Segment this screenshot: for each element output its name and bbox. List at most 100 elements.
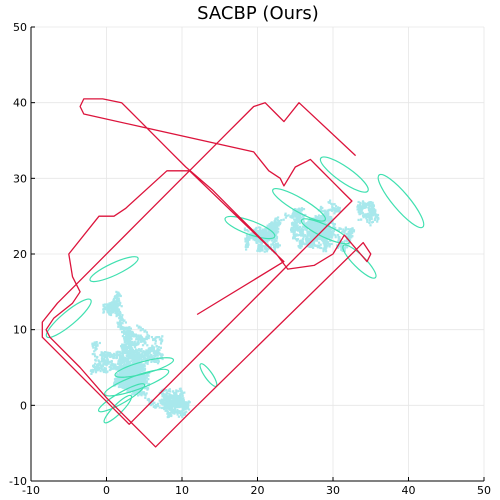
belief-particle (141, 354, 145, 357)
belief-particle (273, 224, 277, 227)
belief-particle (131, 379, 134, 382)
belief-particle (332, 225, 335, 228)
belief-particle (115, 357, 118, 360)
belief-particle (294, 210, 297, 213)
belief-particle (312, 226, 315, 229)
belief-particle (246, 244, 249, 247)
belief-particle (363, 204, 366, 207)
belief-particle (300, 240, 303, 243)
belief-particle (147, 383, 150, 386)
belief-particle (358, 211, 361, 214)
belief-particle (94, 362, 97, 365)
belief-particle (157, 360, 160, 363)
belief-particle (368, 221, 371, 225)
belief-particle (167, 398, 170, 401)
belief-particle (257, 243, 260, 246)
belief-particle (154, 340, 157, 343)
belief-particle (320, 215, 323, 218)
belief-particle (331, 231, 334, 234)
belief-particle (137, 339, 140, 343)
belief-particle (177, 415, 180, 418)
belief-particle (103, 355, 106, 358)
belief-particle (183, 403, 186, 407)
belief-particle (313, 244, 316, 247)
belief-particle (96, 367, 99, 370)
belief-particle (127, 378, 130, 381)
belief-particle (345, 232, 349, 235)
belief-particle (161, 357, 164, 361)
belief-particle (137, 394, 140, 397)
belief-particle (174, 406, 177, 409)
belief-particle (105, 364, 108, 367)
belief-particle (174, 391, 178, 395)
belief-particle (272, 243, 275, 246)
belief-particle (326, 227, 329, 230)
belief-particle (302, 208, 306, 211)
belief-particle (93, 344, 97, 347)
belief-particle (326, 241, 329, 244)
belief-particle (259, 243, 262, 246)
belief-particle (120, 385, 123, 388)
belief-particle (295, 212, 298, 215)
belief-particle (141, 344, 145, 347)
belief-particle (278, 244, 281, 247)
belief-particle (255, 241, 258, 244)
belief-particle (100, 368, 103, 371)
belief-particle (173, 409, 176, 412)
belief-particle (317, 223, 320, 226)
belief-particle (136, 361, 139, 364)
belief-particle (99, 354, 102, 357)
belief-particle (123, 372, 126, 375)
belief-particle (343, 231, 346, 234)
belief-particle (334, 226, 337, 229)
belief-particle (267, 233, 270, 236)
belief-particle (132, 354, 135, 357)
belief-particle (177, 395, 180, 398)
belief-particle (322, 210, 325, 213)
belief-particle (113, 305, 116, 308)
belief-particle (146, 336, 149, 339)
belief-particle (314, 222, 317, 225)
belief-particle (315, 225, 318, 228)
belief-particle (137, 352, 140, 356)
belief-particle (258, 228, 261, 232)
belief-particle (135, 363, 138, 366)
belief-particle (257, 239, 260, 242)
belief-particle (132, 387, 135, 391)
belief-particle (162, 396, 166, 399)
belief-particle (301, 218, 305, 221)
belief-particle (127, 362, 130, 366)
belief-particle (158, 353, 162, 356)
belief-particle (134, 377, 137, 380)
belief-particle (342, 228, 345, 231)
belief-particle (330, 202, 333, 205)
belief-particle (320, 210, 323, 213)
belief-particle (265, 239, 268, 242)
belief-particle (284, 213, 287, 217)
belief-particle (112, 363, 115, 366)
belief-particle (105, 361, 108, 364)
belief-particle (244, 237, 247, 240)
belief-particle (139, 388, 142, 391)
belief-particle (298, 220, 301, 223)
belief-particle (293, 237, 296, 240)
belief-particle (301, 233, 304, 236)
belief-particle (134, 366, 137, 369)
belief-particle (117, 323, 120, 326)
belief-particle (168, 394, 171, 397)
belief-particle (325, 227, 328, 230)
belief-particle (122, 357, 125, 360)
belief-particle (245, 234, 248, 237)
belief-particle (97, 363, 100, 366)
belief-particle (134, 333, 137, 336)
belief-particle (253, 234, 257, 237)
belief-particle (244, 245, 247, 248)
belief-particle (121, 381, 124, 384)
belief-particle (121, 350, 124, 353)
belief-particle (119, 369, 122, 372)
belief-particle (108, 305, 111, 308)
belief-particle (257, 247, 261, 250)
belief-particle (332, 203, 335, 206)
belief-particle (310, 235, 313, 238)
belief-particle (126, 347, 129, 350)
